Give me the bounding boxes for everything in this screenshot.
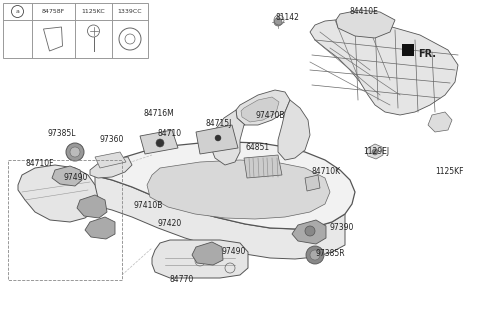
- Polygon shape: [95, 142, 355, 229]
- Circle shape: [372, 149, 378, 155]
- Polygon shape: [90, 157, 132, 178]
- Polygon shape: [366, 144, 383, 159]
- Text: 84410E: 84410E: [350, 7, 379, 16]
- Polygon shape: [85, 217, 115, 239]
- Text: 97390: 97390: [330, 223, 354, 232]
- Polygon shape: [95, 175, 345, 259]
- Text: 97360: 97360: [99, 134, 123, 143]
- Text: 1129EJ: 1129EJ: [363, 147, 389, 156]
- Polygon shape: [428, 112, 452, 132]
- Polygon shape: [236, 90, 290, 125]
- Polygon shape: [292, 220, 326, 244]
- Polygon shape: [77, 195, 107, 218]
- Polygon shape: [95, 152, 126, 168]
- Text: 97420: 97420: [158, 218, 182, 227]
- Polygon shape: [147, 160, 330, 219]
- Circle shape: [70, 147, 80, 157]
- Polygon shape: [52, 166, 82, 186]
- Bar: [3, 3, 148, 58]
- Text: 84758F: 84758F: [42, 9, 65, 14]
- Polygon shape: [336, 10, 395, 38]
- Text: 81142: 81142: [275, 14, 299, 23]
- Circle shape: [215, 135, 221, 141]
- Text: 97385L: 97385L: [48, 129, 76, 138]
- Text: 1125KF: 1125KF: [435, 167, 464, 176]
- Polygon shape: [310, 18, 458, 115]
- Polygon shape: [140, 130, 178, 154]
- Polygon shape: [305, 175, 320, 191]
- Text: 1339CC: 1339CC: [118, 9, 142, 14]
- Bar: [8, 160, 122, 280]
- Text: 64851: 64851: [246, 143, 270, 153]
- Text: 97410B: 97410B: [134, 201, 163, 210]
- Text: 97470B: 97470B: [255, 111, 285, 120]
- Circle shape: [306, 246, 324, 264]
- Text: 84716M: 84716M: [143, 108, 174, 117]
- Polygon shape: [278, 100, 310, 160]
- Text: 97385R: 97385R: [316, 248, 346, 257]
- Text: 97490: 97490: [64, 173, 88, 183]
- Circle shape: [156, 139, 164, 147]
- Circle shape: [310, 250, 320, 260]
- Polygon shape: [152, 240, 248, 278]
- Circle shape: [305, 226, 315, 236]
- Text: 84710K: 84710K: [311, 167, 340, 176]
- Polygon shape: [192, 242, 223, 265]
- Bar: [402, 44, 414, 56]
- Circle shape: [66, 143, 84, 161]
- Text: 97490: 97490: [222, 248, 246, 256]
- Text: 84710: 84710: [158, 129, 182, 138]
- Polygon shape: [244, 155, 282, 178]
- Text: 1125KC: 1125KC: [82, 9, 106, 14]
- Text: a: a: [15, 9, 19, 14]
- Text: 84715J: 84715J: [206, 118, 232, 128]
- Text: 84710F: 84710F: [26, 159, 55, 167]
- Text: 84770: 84770: [170, 276, 194, 285]
- Text: FR.: FR.: [418, 49, 436, 59]
- Polygon shape: [196, 125, 238, 154]
- Polygon shape: [210, 110, 245, 165]
- Polygon shape: [18, 165, 98, 222]
- Circle shape: [274, 18, 282, 26]
- Polygon shape: [241, 97, 279, 122]
